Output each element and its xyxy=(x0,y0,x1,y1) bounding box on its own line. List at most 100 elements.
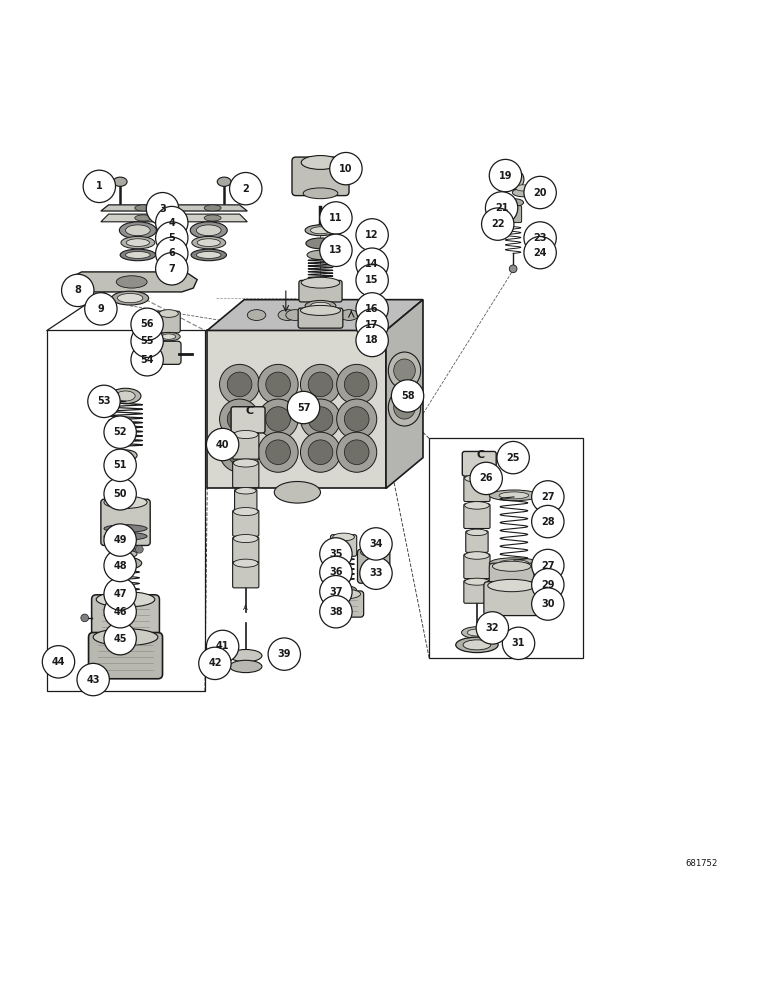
Ellipse shape xyxy=(119,452,133,458)
Ellipse shape xyxy=(513,188,534,197)
Circle shape xyxy=(476,612,509,644)
Ellipse shape xyxy=(465,578,489,585)
Ellipse shape xyxy=(269,655,299,666)
Circle shape xyxy=(227,440,252,465)
Text: 11: 11 xyxy=(329,213,343,223)
FancyBboxPatch shape xyxy=(89,633,163,679)
Circle shape xyxy=(156,253,188,285)
Text: 37: 37 xyxy=(329,587,343,597)
Ellipse shape xyxy=(489,558,539,569)
Ellipse shape xyxy=(465,475,489,482)
Text: 21: 21 xyxy=(495,203,508,213)
Text: 46: 46 xyxy=(113,607,127,617)
Text: 14: 14 xyxy=(365,259,379,269)
FancyBboxPatch shape xyxy=(232,433,259,459)
Circle shape xyxy=(219,432,259,472)
Text: 4: 4 xyxy=(168,218,175,228)
Ellipse shape xyxy=(463,640,491,650)
Ellipse shape xyxy=(516,185,531,191)
Circle shape xyxy=(532,481,564,513)
Circle shape xyxy=(227,407,252,431)
Circle shape xyxy=(156,206,188,239)
Ellipse shape xyxy=(465,552,489,559)
Text: 53: 53 xyxy=(97,396,110,406)
Ellipse shape xyxy=(233,534,258,543)
Ellipse shape xyxy=(394,359,415,382)
Circle shape xyxy=(524,222,557,254)
Text: 30: 30 xyxy=(541,599,554,609)
Text: 54: 54 xyxy=(141,355,154,365)
FancyBboxPatch shape xyxy=(330,535,357,556)
FancyBboxPatch shape xyxy=(484,582,540,616)
Circle shape xyxy=(128,545,136,553)
Ellipse shape xyxy=(104,496,147,508)
Circle shape xyxy=(489,159,522,192)
FancyBboxPatch shape xyxy=(464,477,490,502)
Circle shape xyxy=(104,416,137,448)
Circle shape xyxy=(88,385,120,418)
Ellipse shape xyxy=(312,225,329,233)
Circle shape xyxy=(503,627,535,660)
Ellipse shape xyxy=(120,249,156,261)
Ellipse shape xyxy=(466,529,487,536)
Text: 15: 15 xyxy=(365,275,379,285)
Text: 48: 48 xyxy=(113,561,127,571)
Ellipse shape xyxy=(309,310,327,320)
Text: 43: 43 xyxy=(86,675,100,685)
Circle shape xyxy=(356,219,388,251)
Ellipse shape xyxy=(388,389,421,426)
Circle shape xyxy=(77,663,110,696)
Ellipse shape xyxy=(197,239,220,246)
Text: 41: 41 xyxy=(216,641,229,651)
Circle shape xyxy=(266,407,290,431)
Text: 6: 6 xyxy=(168,248,175,258)
Text: 20: 20 xyxy=(533,188,547,198)
Text: 17: 17 xyxy=(365,320,379,330)
Ellipse shape xyxy=(493,561,531,571)
Ellipse shape xyxy=(114,550,137,558)
Ellipse shape xyxy=(96,592,155,607)
Circle shape xyxy=(300,399,340,439)
Ellipse shape xyxy=(233,559,258,567)
Ellipse shape xyxy=(191,249,226,261)
Ellipse shape xyxy=(190,222,227,239)
Text: 39: 39 xyxy=(277,649,291,659)
Text: 51: 51 xyxy=(113,460,127,470)
Circle shape xyxy=(104,596,137,628)
Circle shape xyxy=(391,380,424,412)
Circle shape xyxy=(532,505,564,538)
Text: 12: 12 xyxy=(365,230,379,240)
Circle shape xyxy=(136,545,144,553)
Circle shape xyxy=(497,441,530,474)
Circle shape xyxy=(532,569,564,601)
Ellipse shape xyxy=(488,579,536,592)
Ellipse shape xyxy=(333,533,354,541)
Circle shape xyxy=(337,432,377,472)
Circle shape xyxy=(337,399,377,439)
Circle shape xyxy=(330,152,362,185)
FancyBboxPatch shape xyxy=(323,591,364,617)
FancyBboxPatch shape xyxy=(357,549,390,583)
Ellipse shape xyxy=(235,488,256,494)
FancyBboxPatch shape xyxy=(466,531,488,552)
Circle shape xyxy=(504,169,524,189)
Ellipse shape xyxy=(388,352,421,389)
Circle shape xyxy=(131,344,164,376)
Text: 31: 31 xyxy=(512,638,525,648)
Ellipse shape xyxy=(306,238,335,249)
Text: 23: 23 xyxy=(533,233,547,243)
Polygon shape xyxy=(70,272,197,292)
Circle shape xyxy=(320,596,352,628)
FancyBboxPatch shape xyxy=(464,554,490,579)
Ellipse shape xyxy=(394,396,415,419)
Circle shape xyxy=(532,549,564,582)
Polygon shape xyxy=(101,214,247,222)
Ellipse shape xyxy=(229,660,262,673)
Circle shape xyxy=(356,264,388,297)
Ellipse shape xyxy=(104,525,147,532)
FancyBboxPatch shape xyxy=(462,451,496,476)
Ellipse shape xyxy=(117,276,147,288)
Circle shape xyxy=(206,630,239,663)
Ellipse shape xyxy=(286,310,304,320)
Circle shape xyxy=(104,578,137,610)
